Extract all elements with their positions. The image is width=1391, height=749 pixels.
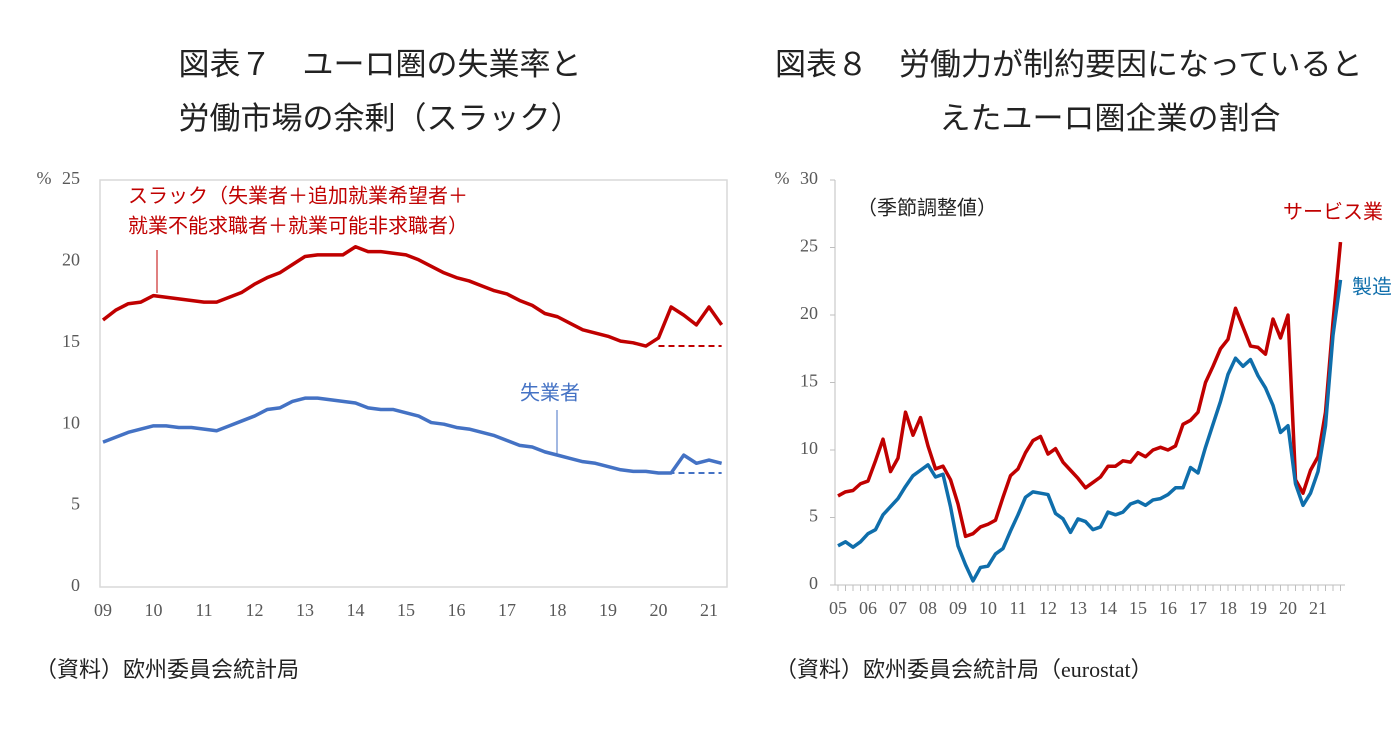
- y-tick-label: 5: [71, 494, 80, 514]
- source-note: （資料）欧州委員会統計局（eurostat）: [775, 657, 1153, 682]
- series-line: [837, 279, 1343, 583]
- x-tick-label: 11: [195, 600, 212, 620]
- x-tick-label: 13: [296, 600, 314, 620]
- y-tick-label: 0: [71, 575, 80, 595]
- y-tick-label: 10: [800, 438, 818, 458]
- x-tick-label: 21: [1309, 598, 1327, 618]
- x-tick-label: 10: [145, 600, 163, 620]
- series-line: [102, 396, 723, 475]
- chart-title: 図表７ ユーロ圏の失業率と: [179, 47, 582, 82]
- x-tick-label: 18: [1219, 598, 1237, 618]
- subtitle: （季節調整値）: [857, 197, 997, 220]
- x-tick-label: 06: [859, 598, 877, 618]
- x-tick-label: 08: [919, 598, 937, 618]
- x-tick-label: 05: [829, 598, 847, 618]
- x-tick-label: 17: [1189, 598, 1207, 618]
- x-tick-label: 19: [1249, 598, 1267, 618]
- chart-title: えたユーロ圏企業の割合: [940, 101, 1281, 136]
- x-tick-label: 14: [347, 600, 365, 620]
- series-label: 就業不能求職者＋就業可能非求職者）: [128, 215, 468, 238]
- x-tick-label: 21: [700, 600, 718, 620]
- y-tick-label: 30: [800, 168, 818, 188]
- x-tick-label: 17: [498, 600, 516, 620]
- chart-title: 労働市場の余剰（スラック）: [179, 101, 582, 136]
- y-tick-label: 20: [800, 303, 818, 323]
- x-tick-label: 07: [889, 598, 907, 618]
- y-tick-label: 10: [62, 412, 80, 432]
- y-axis-unit: %: [775, 168, 790, 188]
- x-tick-label: 13: [1069, 598, 1087, 618]
- y-tick-label: 25: [800, 236, 818, 256]
- x-tick-label: 09: [949, 598, 967, 618]
- x-tick-label: 19: [599, 600, 617, 620]
- series-line: [837, 241, 1343, 539]
- x-tick-label: 18: [549, 600, 567, 620]
- x-tick-label: 12: [1039, 598, 1057, 618]
- series-line: [101, 244, 724, 348]
- source-note: （資料）欧州委員会統計局: [35, 657, 299, 682]
- y-tick-label: 15: [800, 371, 818, 391]
- x-tick-label: 14: [1099, 598, 1117, 618]
- y-tick-label: 25: [62, 168, 80, 188]
- x-tick-label: 20: [650, 600, 668, 620]
- x-tick-label: 09: [94, 600, 112, 620]
- series-label: 製造業: [1352, 276, 1391, 299]
- x-tick-label: 16: [1159, 598, 1177, 618]
- y-axis-unit: %: [37, 168, 52, 188]
- y-tick-label: 20: [62, 250, 80, 270]
- x-tick-label: 15: [397, 600, 415, 620]
- x-tick-label: 20: [1279, 598, 1297, 618]
- x-tick-label: 15: [1129, 598, 1147, 618]
- chart-title: 図表８ 労働力が制約要因になっていると: [775, 47, 1362, 82]
- y-tick-label: 0: [809, 573, 818, 593]
- x-tick-label: 12: [246, 600, 264, 620]
- series-label: サービス業: [1283, 201, 1383, 224]
- series-label: スラック（失業者＋追加就業希望者＋: [128, 185, 468, 208]
- series-label: 失業者: [520, 382, 580, 405]
- y-tick-label: 15: [62, 331, 80, 351]
- y-tick-label: 5: [809, 506, 818, 526]
- x-tick-label: 10: [979, 598, 997, 618]
- x-tick-label: 16: [448, 600, 466, 620]
- plot-frame: [99, 179, 728, 588]
- x-tick-label: 11: [1009, 598, 1026, 618]
